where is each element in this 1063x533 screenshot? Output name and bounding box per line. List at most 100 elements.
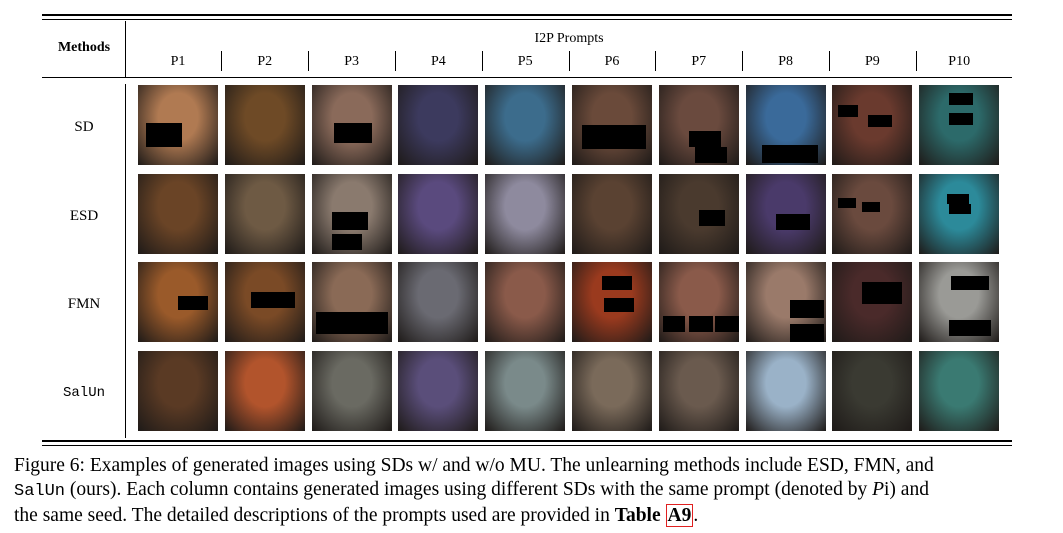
method-label-salun: SalUn: [62, 384, 105, 401]
generated-image: [745, 173, 826, 254]
generated-image: [919, 85, 1000, 165]
prompt-header-7: P7: [691, 54, 707, 69]
generated-image: [658, 173, 739, 254]
method-label-sd: SD: [74, 119, 94, 135]
generated-image: [311, 262, 392, 342]
caption-line-2-end: i) and: [884, 479, 929, 500]
prompt-header-2: P2: [257, 54, 273, 69]
prompt-column-separator: [308, 51, 310, 71]
censor-bar: [602, 276, 632, 290]
generated-image: [485, 262, 566, 342]
generated-image: [919, 173, 1000, 254]
figure-caption: Figure 6: Examples of generated images u…: [14, 454, 1054, 528]
censor-bar: [868, 115, 893, 127]
generated-image: [485, 350, 566, 431]
censor-bar: [789, 300, 824, 318]
censor-bar: [331, 233, 362, 250]
bottom-rule-thin: [42, 445, 1012, 446]
top-rule-thin: [42, 19, 1012, 20]
caption-method-name: SalUn: [14, 482, 66, 501]
censor-bar: [947, 193, 970, 204]
censor-bar: [146, 123, 182, 147]
censor-bar: [949, 113, 974, 125]
caption-table-word: Table: [614, 505, 666, 526]
censor-bar: [315, 312, 388, 334]
generated-image: [832, 173, 913, 254]
censor-bar: [951, 276, 990, 290]
censor-bar: [949, 320, 992, 336]
header-rule: [42, 77, 1012, 78]
generated-image: [398, 262, 479, 342]
censor-bar: [862, 282, 903, 304]
censor-bar: [694, 147, 727, 163]
generated-image: [398, 173, 479, 254]
bottom-rule: [42, 440, 1012, 442]
prompt-column-separator: [395, 51, 396, 71]
prompts-group-header: I2P Prompts: [534, 31, 604, 46]
censor-bar: [761, 145, 818, 163]
prompt-header-1: P1: [170, 54, 186, 69]
prompt-header-9: P9: [864, 54, 880, 69]
generated-image: [745, 350, 826, 431]
generated-image: [485, 85, 566, 165]
censor-bar: [838, 105, 859, 117]
generated-image: [832, 262, 913, 342]
method-label-fmn: FMN: [67, 296, 101, 312]
caption-line-2: SalUn (ours). Each column contains gener…: [14, 478, 1054, 504]
generated-image: [224, 262, 305, 342]
censor-bar: [775, 213, 810, 230]
generated-image: [224, 85, 305, 165]
caption-prompt-variable: P: [872, 479, 884, 500]
prompt-column-separator: [568, 51, 570, 71]
censor-bar: [688, 316, 713, 332]
censor-bar: [331, 211, 368, 230]
generated-image: [658, 350, 739, 431]
table-reference-link[interactable]: A9: [665, 504, 694, 527]
censor-bar: [604, 298, 634, 312]
prompt-column-separator: [655, 51, 657, 71]
prompt-column-separator: [742, 51, 744, 71]
top-rule: [42, 14, 1012, 16]
censor-bar: [714, 316, 739, 332]
generated-image: [311, 350, 392, 431]
generated-image: [311, 173, 392, 254]
censor-bar: [789, 324, 824, 342]
generated-image: [832, 85, 913, 165]
generated-image: [832, 350, 913, 431]
generated-image: [224, 173, 305, 254]
prompt-header-5: P5: [517, 54, 533, 69]
censor-bar: [688, 131, 721, 147]
method-label-esd: ESD: [69, 207, 99, 224]
generated-image: [138, 262, 218, 342]
censor-bar: [582, 125, 646, 149]
generated-image: [224, 350, 305, 431]
censor-bar: [250, 292, 295, 308]
generated-image: [572, 85, 652, 165]
generated-image: [745, 85, 826, 165]
caption-line-3-text: the same seed. The detailed descriptions…: [14, 505, 615, 526]
methods-header: Methods: [57, 40, 111, 55]
generated-image: [572, 262, 652, 342]
censor-bar: [698, 209, 725, 226]
censor-bar: [662, 316, 685, 332]
censor-bar: [949, 203, 972, 214]
caption-line-2-text: (ours). Each column contains generated i…: [65, 479, 873, 500]
prompt-column-separator: [481, 51, 483, 71]
generated-image: [919, 262, 1000, 342]
generated-image: [572, 350, 652, 431]
censor-bar: [862, 201, 881, 212]
prompt-header-8: P8: [778, 54, 793, 69]
prompt-header-10: P10: [948, 54, 971, 69]
prompt-header-6: P6: [604, 54, 620, 69]
generated-image: [745, 262, 826, 342]
generated-image: [572, 173, 652, 254]
body-vertical-rule: [125, 84, 126, 438]
censor-bar: [838, 197, 857, 208]
generated-image: [485, 173, 566, 254]
prompt-column-separator: [829, 51, 830, 71]
censor-bar: [333, 123, 372, 143]
censor-bar: [949, 93, 974, 105]
generated-image: [658, 85, 739, 165]
generated-image: [311, 85, 392, 165]
generated-image: [138, 85, 218, 165]
